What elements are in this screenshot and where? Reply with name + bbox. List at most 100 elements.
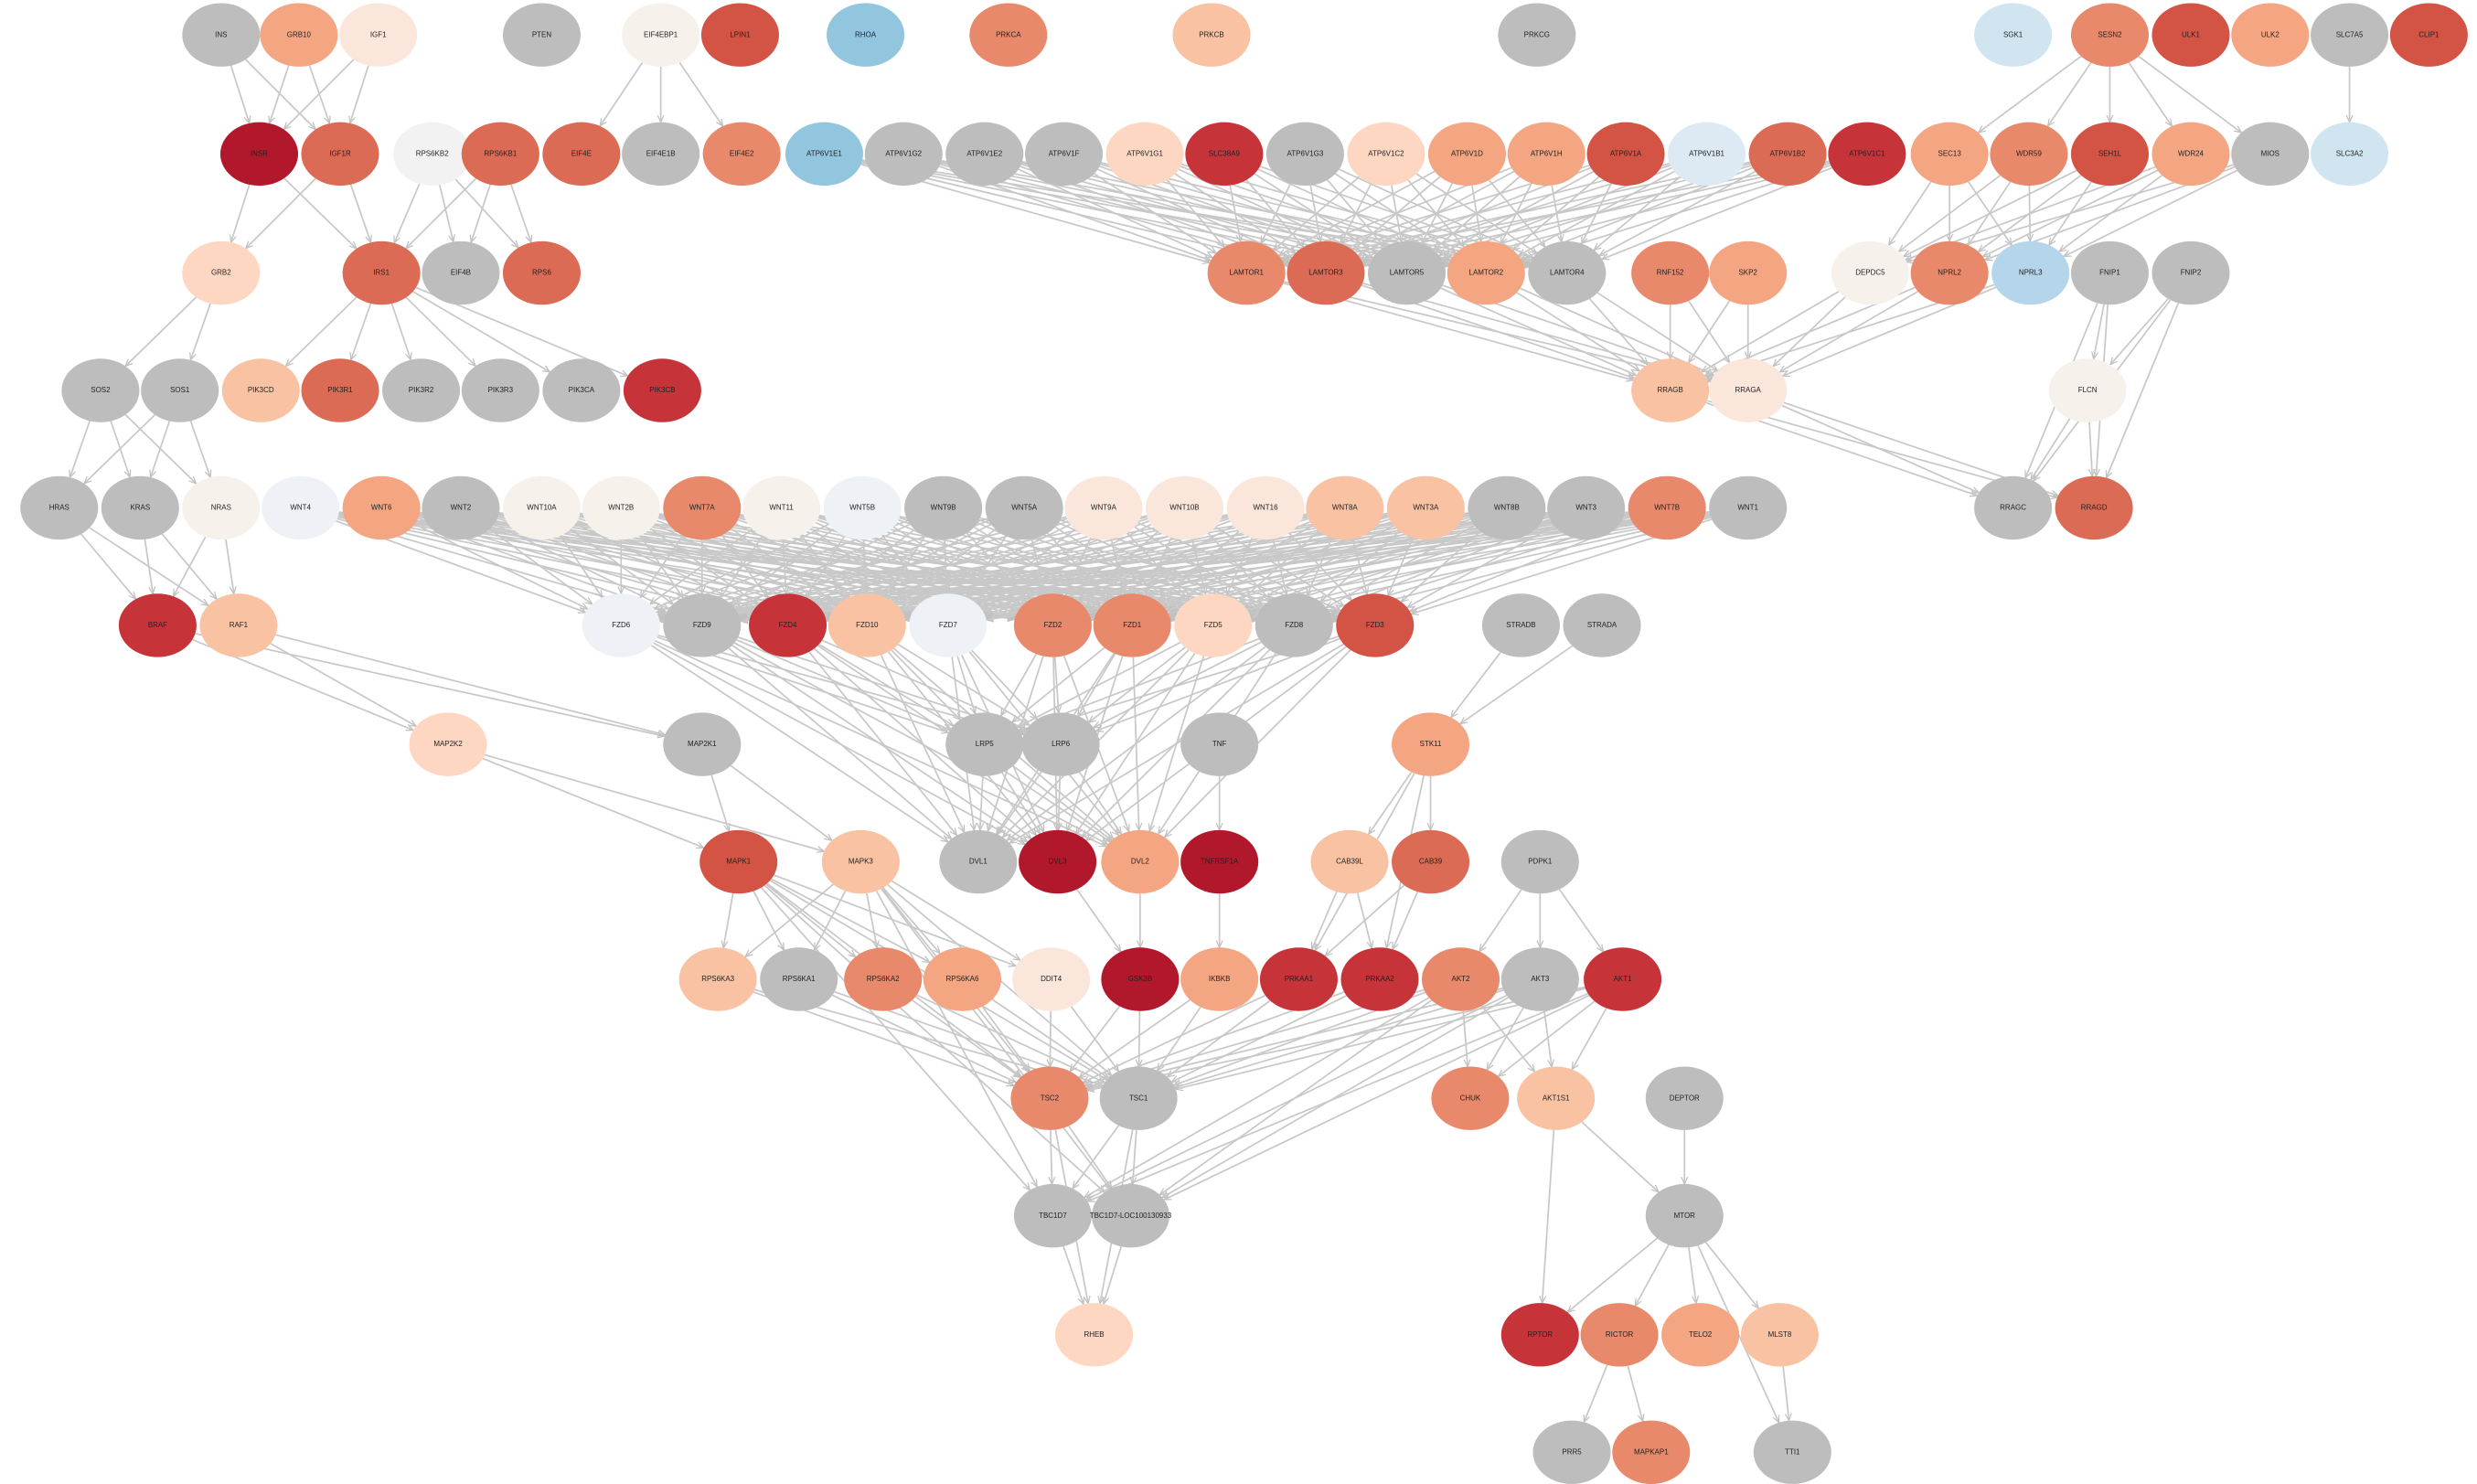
node: AKT3: [1500, 947, 1579, 1011]
edge: [658, 516, 1067, 616]
edge: [1444, 163, 1831, 263]
node-shape: [1421, 947, 1500, 1011]
node: DVL1: [939, 829, 1018, 894]
node-shape: [118, 593, 197, 657]
node-label: PIK3R2: [409, 386, 434, 394]
edge: [1018, 641, 1181, 729]
edge: [649, 528, 758, 604]
node: IGF1R: [301, 122, 379, 187]
node-label: FZD10: [856, 621, 879, 629]
node-label: RPS6KA3: [701, 975, 734, 983]
node: RPS6KA3: [678, 947, 757, 1011]
node-shape: [945, 122, 1024, 187]
node: WDR59: [1990, 122, 2068, 187]
edge: [1001, 772, 1040, 834]
node: EIF4B: [422, 240, 500, 305]
node-shape: [1645, 1066, 1724, 1130]
edge: [2048, 62, 2092, 126]
node-shape: [409, 712, 487, 776]
node-shape: [923, 947, 1001, 1011]
node-label: IKBKB: [1209, 975, 1230, 983]
node: TNFRSF1A: [1180, 829, 1259, 894]
node: BRAF: [118, 593, 197, 657]
edge: [1481, 1005, 1535, 1072]
edge: [1543, 1129, 1555, 1303]
node: DEPDC5: [1831, 240, 1909, 305]
node-label: WNT7B: [1654, 504, 1680, 512]
edge: [1051, 1129, 1052, 1184]
node-shape: [1500, 1303, 1579, 1367]
node-label: WNT7A: [689, 504, 716, 512]
node: WNT2: [422, 475, 500, 540]
edge: [246, 177, 316, 248]
node-shape: [61, 358, 140, 422]
node-label: TELO2: [1689, 1330, 1713, 1339]
edge: [1000, 653, 1038, 715]
node-label: FLCN: [2078, 386, 2098, 394]
node-label: LAMTOR5: [1390, 269, 1425, 277]
node-shape: [2070, 122, 2149, 187]
edge: [1516, 292, 1639, 371]
node-label: CAB39L: [1336, 858, 1363, 866]
node-label: IRS1: [373, 269, 390, 277]
edge: [761, 887, 1030, 1190]
edge: [1782, 1366, 1788, 1420]
node: FZD5: [1174, 593, 1253, 657]
edge: [245, 59, 315, 129]
node-label: TBC1D7-LOC100130933: [1090, 1212, 1172, 1220]
node-shape: [827, 3, 905, 67]
node-shape: [1172, 3, 1251, 67]
node-label: WNT8B: [1494, 504, 1520, 512]
edge: [1104, 1246, 1122, 1304]
edge: [1392, 891, 1419, 949]
node: FZD9: [663, 593, 742, 657]
node: GRB10: [260, 3, 338, 67]
node-shape: [219, 122, 299, 187]
node-shape: [301, 358, 379, 422]
edge: [190, 303, 211, 360]
node-label: WNT9B: [931, 504, 956, 512]
node: CAB39: [1392, 829, 1470, 894]
node-label: SEH1L: [2098, 149, 2122, 157]
edge: [1462, 1010, 1468, 1067]
edge: [2031, 418, 2071, 480]
node-shape: [1336, 593, 1415, 657]
edge: [439, 185, 454, 241]
node-shape: [1517, 1066, 1596, 1130]
node-shape: [1174, 593, 1253, 657]
node-label: RRAGD: [2081, 504, 2108, 512]
node: EIF4EBP1: [622, 3, 700, 67]
node-shape: [1584, 947, 1662, 1011]
node: WNT2B: [582, 475, 660, 540]
node: ATP6V1B1: [1668, 122, 1746, 187]
node-shape: [1748, 122, 1827, 187]
node-label: WNT8A: [1332, 504, 1359, 512]
node-shape: [1500, 829, 1579, 894]
edge: [1170, 514, 1711, 618]
node-label: FZD9: [693, 621, 711, 629]
node-shape: [2070, 240, 2149, 305]
edge: [1176, 988, 1586, 1089]
node-label: FNIP1: [2099, 269, 2120, 277]
node-label: RNF152: [1657, 269, 1684, 277]
node: SOS2: [61, 358, 140, 422]
node-shape: [2231, 122, 2310, 187]
node-label: SLC3A2: [2336, 149, 2364, 157]
edge: [1584, 1364, 1608, 1423]
node-label: ATP6V1E1: [806, 149, 842, 157]
edge: [1581, 1121, 1659, 1192]
node-shape: [1990, 122, 2068, 187]
node-label: MAPK1: [726, 858, 752, 866]
node: WNT8B: [1468, 475, 1546, 540]
node-label: RRAGB: [1657, 386, 1682, 394]
node-label: PRKCG: [1524, 30, 1550, 38]
node-shape: [760, 947, 838, 1011]
edge: [728, 647, 951, 838]
node-label: BRAF: [148, 621, 167, 629]
node: AKT1: [1584, 947, 1662, 1011]
node-label: IGF1R: [329, 149, 351, 157]
node: GRB2: [182, 240, 261, 305]
node: HRAS: [20, 475, 99, 540]
node: WNT4: [262, 475, 340, 540]
node-shape: [1991, 240, 2070, 305]
